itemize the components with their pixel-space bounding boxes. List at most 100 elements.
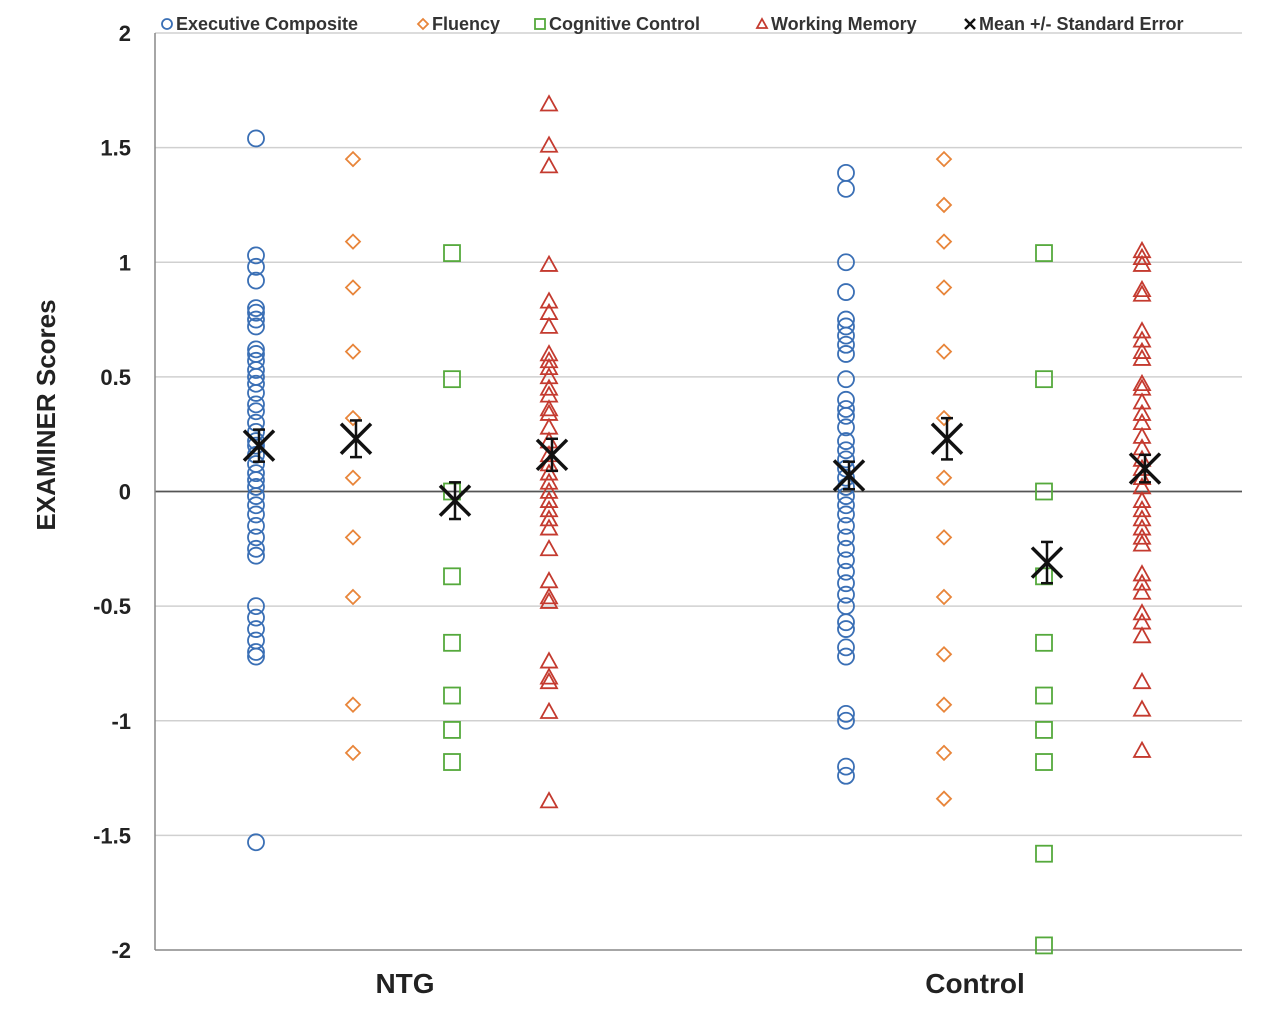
point-triangle <box>1132 348 1152 366</box>
point-circle <box>247 455 265 473</box>
point-triangle <box>1132 499 1152 518</box>
point-diamond <box>935 233 953 250</box>
point-circle <box>837 704 855 723</box>
point-triangle <box>539 490 559 508</box>
point-triangle <box>1132 254 1152 272</box>
point-triangle <box>539 135 559 153</box>
point-triangle <box>539 701 559 719</box>
point-diamond <box>344 469 362 487</box>
point-triangle <box>1132 564 1152 582</box>
point-circle <box>247 340 265 359</box>
point-triangle <box>539 316 559 334</box>
point-triangle <box>539 94 559 112</box>
point-circle <box>837 757 855 776</box>
point-diamond <box>344 744 362 762</box>
point-square <box>443 633 461 652</box>
y-tick-label: 1 <box>119 250 131 275</box>
mean-x-marker <box>242 429 276 462</box>
point-square <box>1035 753 1053 771</box>
point-triangle <box>1132 582 1152 600</box>
point-triangle <box>1132 573 1152 591</box>
point-square <box>443 370 461 389</box>
point-triangle <box>539 291 559 309</box>
point-circle <box>837 335 855 354</box>
point-circle <box>837 450 855 469</box>
mean-x-marker <box>1030 546 1064 579</box>
point-triangle <box>1132 403 1152 421</box>
point-square <box>1035 370 1053 389</box>
point-circle <box>837 418 855 437</box>
point-circle <box>837 487 855 505</box>
mean-x-marker <box>535 438 569 472</box>
point-triangle <box>539 509 559 527</box>
point-circle <box>837 317 855 336</box>
point-circle <box>247 464 265 483</box>
legend-label: Cognitive Control <box>549 14 700 34</box>
point-diamond <box>344 279 362 296</box>
point-circle <box>837 179 855 198</box>
point-circle <box>837 711 855 730</box>
point-circle <box>247 546 265 565</box>
point-triangle <box>1132 699 1152 717</box>
point-triangle <box>1132 373 1152 392</box>
point-circle <box>837 478 855 496</box>
point-circle <box>837 390 855 409</box>
y-tick-label: 0.5 <box>100 365 131 390</box>
y-tick-label: 2 <box>119 21 131 46</box>
point-circle <box>837 516 855 535</box>
point-diamond <box>344 696 362 713</box>
mean-x-marker <box>339 422 373 456</box>
legend-marker <box>161 18 173 30</box>
y-tick-label: -0.5 <box>93 594 131 619</box>
point-diamond <box>344 409 362 427</box>
point-triangle <box>1132 284 1152 302</box>
y-tick-label: 1.5 <box>100 136 131 161</box>
point-circle <box>247 246 265 265</box>
point-circle <box>247 505 265 524</box>
legend-marker <box>416 17 430 31</box>
point-circle <box>837 400 855 418</box>
point-square <box>443 753 461 771</box>
point-triangle <box>539 357 559 376</box>
point-circle <box>247 487 265 505</box>
point-square <box>1035 936 1053 955</box>
point-triangle <box>539 667 559 685</box>
y-axis-label: EXAMINER Scores <box>31 299 61 530</box>
point-circle <box>247 271 265 290</box>
point-circle <box>837 163 855 182</box>
point-triangle <box>539 472 559 490</box>
point-diamond <box>935 696 953 713</box>
point-square <box>443 686 461 705</box>
point-triangle <box>539 671 559 690</box>
legend-label: Fluency <box>432 14 500 34</box>
point-triangle <box>1132 341 1152 359</box>
point-square <box>443 567 461 586</box>
point-diamond <box>935 279 953 296</box>
point-triangle <box>1132 534 1152 552</box>
point-circle <box>837 574 855 593</box>
point-circle <box>247 620 265 638</box>
x-category-label: NTG <box>375 968 434 999</box>
point-diamond <box>935 196 953 214</box>
point-circle <box>247 496 265 515</box>
point-diamond <box>935 469 953 487</box>
point-triangle <box>539 518 559 536</box>
data-points <box>247 94 1152 955</box>
point-circle <box>247 478 265 496</box>
point-diamond <box>935 529 953 546</box>
point-triangle <box>539 378 559 396</box>
point-square <box>1035 244 1053 262</box>
point-triangle <box>539 538 559 557</box>
point-circle <box>247 833 265 852</box>
point-circle <box>837 528 855 547</box>
point-circle <box>247 310 265 329</box>
point-diamond <box>344 343 362 360</box>
point-circle <box>247 395 265 414</box>
point-circle <box>837 370 855 389</box>
y-tick-label: -1.5 <box>93 823 131 848</box>
point-circle <box>837 620 855 638</box>
point-circle <box>837 345 855 363</box>
legend-label: Working Memory <box>771 14 917 34</box>
point-square <box>443 721 461 739</box>
